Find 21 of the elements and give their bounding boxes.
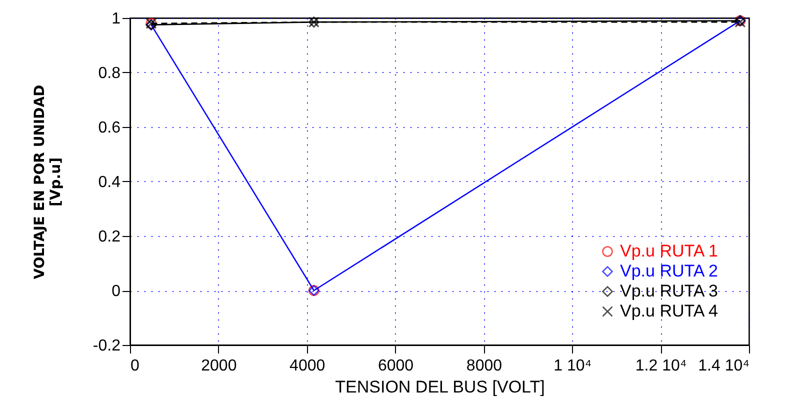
y-tick-label: 0.8 bbox=[98, 65, 121, 82]
y-tick-label: 0.2 bbox=[98, 228, 121, 246]
x-tick-label: 1 10⁴ bbox=[554, 358, 592, 374]
y-tick-label: 0.6 bbox=[98, 120, 121, 136]
x-tick-label: 0 bbox=[130, 358, 140, 374]
y-axis-title: VOLTAJE EN POR UNIDAD [Vp.u] bbox=[32, 84, 64, 280]
y-tick-label: 0.4 bbox=[98, 174, 121, 191]
x-tick-label: 1.4 10⁴ bbox=[698, 358, 750, 374]
x-tick-label: 2000 bbox=[201, 358, 237, 374]
x-tick-label: 8000 bbox=[466, 358, 502, 374]
legend-label: Vp.u RUTA 1 bbox=[620, 242, 718, 260]
x-tick-label: 4000 bbox=[290, 358, 326, 374]
x-tick-label: 1.2 10⁴ bbox=[635, 358, 687, 374]
y-tick-label: 0 bbox=[112, 283, 121, 300]
x-axis-title: TENSION DEL BUS [VOLT] bbox=[335, 378, 545, 396]
y-tick-label: -0.2 bbox=[92, 338, 121, 354]
legend-label: Vp.u RUTA 2 bbox=[620, 262, 718, 280]
legend-label: Vp.u RUTA 4 bbox=[620, 302, 718, 320]
y-tick-label: 1 bbox=[112, 10, 121, 28]
legend-label: Vp.u RUTA 3 bbox=[620, 282, 718, 300]
x-tick-label: 6000 bbox=[378, 358, 414, 374]
